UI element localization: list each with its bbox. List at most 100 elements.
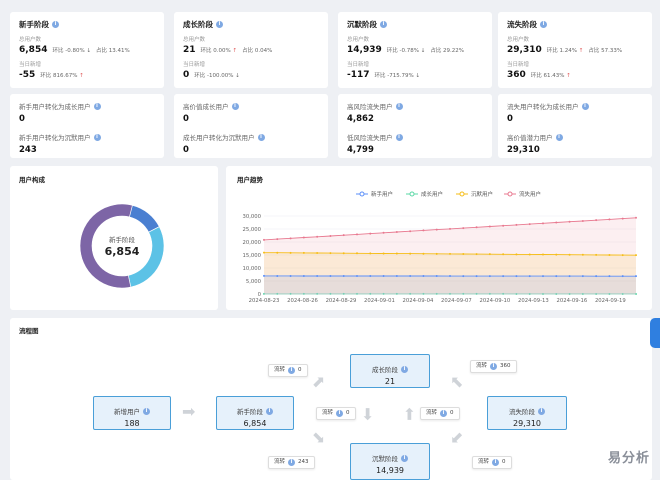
stat-label: 总用户数	[507, 37, 530, 43]
conversion-card-silent: 高风险流失用户 i 4,862 低风险流失用户 i 4,799	[338, 94, 492, 158]
series-point	[555, 221, 558, 224]
legend-label[interactable]: 新手用户	[371, 190, 393, 198]
flow-chip[interactable]: 流转 i 0	[316, 407, 356, 420]
stat-value: 360	[507, 70, 526, 80]
series-point	[382, 231, 385, 234]
arrow-right-icon: ➡	[182, 402, 196, 421]
series-point	[422, 275, 425, 278]
info-icon[interactable]: i	[401, 454, 408, 462]
flow-chip[interactable]: 流转 i 243	[268, 456, 315, 469]
x-tick-label: 2024-09-13	[518, 298, 549, 304]
info-icon[interactable]: i	[581, 102, 589, 110]
series-point	[515, 223, 518, 226]
flow-node-value: 14,939	[376, 466, 404, 475]
series-point	[515, 253, 518, 256]
legend-label[interactable]: 成长用户	[421, 190, 443, 198]
info-icon[interactable]: i	[231, 102, 239, 110]
x-tick-label: 2024-09-16	[556, 298, 587, 304]
donut-slice[interactable]	[129, 204, 160, 233]
series-point	[608, 253, 611, 256]
series-point	[342, 252, 345, 255]
info-icon[interactable]: i	[93, 102, 101, 110]
series-point	[409, 230, 412, 233]
conversion-value: 0	[183, 114, 189, 124]
series-point	[316, 235, 319, 238]
info-icon[interactable]: i	[52, 21, 59, 28]
series-point	[263, 238, 265, 241]
donut-slice[interactable]	[79, 203, 133, 289]
info-icon[interactable]: i	[216, 21, 223, 28]
info-icon[interactable]: i	[93, 133, 101, 141]
conversion-label: 流失用户转化为成长用户	[507, 103, 579, 111]
info-icon[interactable]: i	[143, 407, 150, 415]
flow-node-value: 188	[124, 419, 140, 428]
composition-donut[interactable]: 新手阶段 6,854	[10, 166, 218, 310]
x-tick-label: 2024-09-04	[403, 298, 434, 304]
series-point	[342, 234, 345, 237]
series-point	[568, 275, 571, 278]
info-icon: i	[288, 367, 296, 374]
series-point	[502, 253, 505, 256]
conversion-label: 新手用户转化为沉默用户	[19, 134, 91, 142]
legend-marker	[459, 191, 465, 197]
arrow-up-icon: ➡	[399, 407, 419, 421]
series-point	[449, 252, 451, 255]
conversion-value: 4,862	[347, 114, 374, 124]
info-icon[interactable]: i	[257, 133, 265, 141]
series-area	[264, 217, 636, 294]
series-point	[356, 233, 358, 236]
stat-label: 当日新增	[507, 62, 530, 68]
series-point	[356, 274, 358, 277]
info-icon[interactable]: i	[266, 407, 273, 415]
series-point	[528, 253, 531, 256]
info-icon[interactable]: i	[540, 21, 547, 28]
series-point	[263, 274, 265, 277]
legend-label[interactable]: 流失用户	[519, 190, 541, 198]
stat-change: 环比 0.00% ↑	[200, 48, 238, 54]
stat-ratio: 占比 29.22%	[430, 48, 465, 54]
y-tick-label: 25,000	[242, 227, 261, 233]
series-point	[395, 275, 398, 278]
side-help-tab[interactable]	[650, 318, 660, 348]
trend-chart[interactable]: 新手用户 成长用户 沉默用户 流失用户 30,000 25,000 20,000 15,000…	[226, 166, 652, 310]
series-point	[528, 223, 531, 226]
series-point	[342, 274, 345, 277]
series-point	[502, 275, 505, 278]
y-tick-label: 10,000	[242, 266, 261, 272]
legend-marker	[507, 191, 513, 197]
info-icon[interactable]: i	[555, 133, 563, 141]
flow-chip[interactable]: 流转 i 0	[268, 364, 308, 377]
flow-node-new-users[interactable]: 新增用户 i 188	[93, 396, 171, 430]
info-icon[interactable]: i	[395, 102, 403, 110]
stat-change: 环比 -100.00% ↓	[194, 73, 240, 79]
flow-chip[interactable]: 流转 i 0	[420, 407, 460, 420]
y-tick-label: 15,000	[242, 253, 261, 259]
series-point	[555, 275, 558, 278]
flow-node-churn[interactable]: 流失阶段 i 29,310	[487, 396, 567, 430]
info-icon[interactable]: i	[401, 365, 408, 373]
legend-label[interactable]: 沉默用户	[471, 190, 493, 198]
series-point	[475, 275, 478, 278]
info-icon: i	[440, 410, 448, 417]
stat-change: 环比 816.67% ↑	[40, 73, 84, 79]
composition-title: 用户构成	[19, 176, 45, 184]
y-tick-label: 20,000	[242, 240, 261, 246]
series-point	[435, 228, 438, 231]
flow-node-novice[interactable]: 新手阶段 i 6,854	[216, 396, 294, 430]
info-icon[interactable]: i	[380, 21, 387, 28]
series-point	[316, 274, 319, 277]
flow-chip[interactable]: 流转 i 0	[472, 456, 512, 469]
flow-chip[interactable]: 流转 i 360	[470, 360, 517, 373]
stat-value: 6,854	[19, 45, 48, 55]
series-point	[302, 274, 305, 277]
info-icon[interactable]: i	[395, 133, 403, 141]
flow-node-silent[interactable]: 沉默阶段 i 14,939	[350, 443, 430, 480]
arrow-up-icon: ↑	[566, 73, 571, 79]
flow-node-growth[interactable]: 成长阶段 i 21	[350, 354, 430, 388]
info-icon[interactable]: i	[538, 407, 545, 415]
series-point	[542, 275, 544, 278]
series-point	[542, 253, 544, 256]
series-point	[422, 252, 425, 255]
arrow-down-icon: ↓	[235, 73, 240, 79]
conversion-value: 0	[507, 114, 513, 124]
